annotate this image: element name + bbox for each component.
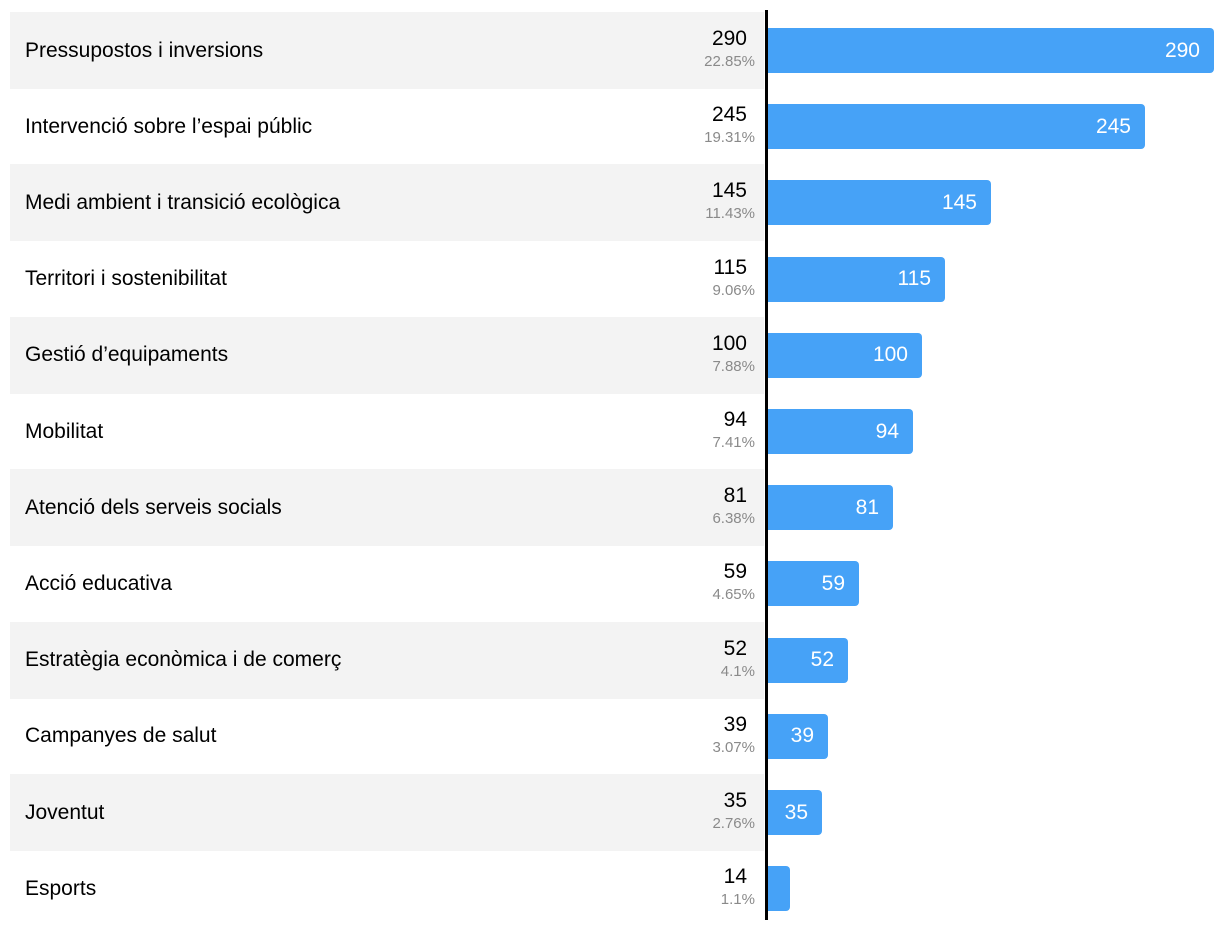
chart-row-background	[10, 393, 764, 470]
bar-value-label: 59	[821, 571, 845, 595]
chart-row-background	[10, 469, 764, 547]
count-label: 145	[711, 179, 747, 203]
count-label: 290	[711, 27, 747, 50]
bar	[768, 409, 913, 454]
bar	[768, 256, 945, 302]
category-label: Intervenció sobre l’espai públic	[25, 114, 313, 138]
category-label: Acció educativa	[25, 571, 173, 595]
bar-value-label: 115	[897, 267, 931, 291]
percentage-label: 22.85%	[704, 53, 755, 70]
count-label: 115	[713, 255, 747, 279]
category-label: Mobilitat	[25, 419, 104, 443]
count-label: 39	[723, 712, 747, 736]
percentage-label: 3.07%	[712, 738, 755, 756]
bar-value-label: 145	[941, 190, 977, 214]
bar-value-label: 290	[1164, 38, 1200, 62]
count-label: 81	[723, 484, 747, 508]
bar-value-label: 100	[872, 343, 908, 367]
chart-row-background	[10, 12, 764, 89]
percentage-label: 2.76%	[712, 815, 755, 832]
count-label: 245	[711, 103, 747, 127]
percentage-label: 7.88%	[712, 357, 755, 375]
count-label: 14	[723, 865, 747, 889]
bar	[768, 637, 848, 683]
bar	[768, 28, 1214, 73]
count-label: 94	[723, 408, 747, 431]
chart-row-background	[10, 621, 764, 699]
percentage-label: 19.31%	[704, 129, 755, 147]
chart-row-background	[10, 774, 764, 851]
bar-value-label: 245	[1095, 114, 1131, 138]
category-label: Territori i sostenibilitat	[25, 267, 227, 291]
chart-row-background	[10, 850, 764, 927]
category-label: Campanyes de salut	[25, 724, 217, 748]
bar-value-label: 81	[855, 495, 879, 519]
count-label: 52	[723, 636, 747, 660]
percentage-label: 11.43%	[705, 205, 755, 223]
count-label: 100	[711, 331, 747, 355]
bar	[768, 104, 1145, 150]
percentage-label: 7.41%	[712, 434, 755, 451]
percentage-label: 4.1%	[720, 662, 755, 680]
bar-value-label: 39	[790, 724, 814, 748]
chart-row-background	[10, 316, 764, 394]
percentage-label: 4.65%	[712, 586, 755, 604]
bar	[768, 713, 828, 759]
chart-row-background	[10, 164, 764, 242]
chart-axis-line	[765, 10, 768, 920]
bar-value-label: 35	[784, 800, 808, 824]
bar-value-label: 52	[810, 648, 834, 672]
category-label: Estratègia econòmica i de comerç	[25, 648, 342, 672]
bar-value-label: 94	[875, 419, 899, 443]
percentage-label: 9.06%	[712, 281, 755, 299]
category-label: Atenció dels serveis socials	[25, 495, 282, 519]
percentage-label: 1.1%	[720, 891, 755, 909]
percentage-label: 6.38%	[712, 510, 755, 528]
category-label: Gestió d’equipaments	[25, 343, 229, 367]
category-label: Joventut	[25, 800, 105, 824]
bar	[768, 866, 790, 912]
bar	[768, 332, 922, 378]
count-label: 35	[723, 789, 747, 812]
category-label: Medi ambient i transició ecològica	[25, 190, 341, 214]
bar	[768, 790, 822, 835]
count-label: 59	[723, 560, 747, 584]
bar	[768, 485, 893, 531]
category-label: Pressupostos i inversions	[25, 38, 264, 62]
bar	[768, 561, 859, 607]
bar	[768, 180, 991, 226]
category-label: Esports	[25, 876, 97, 900]
